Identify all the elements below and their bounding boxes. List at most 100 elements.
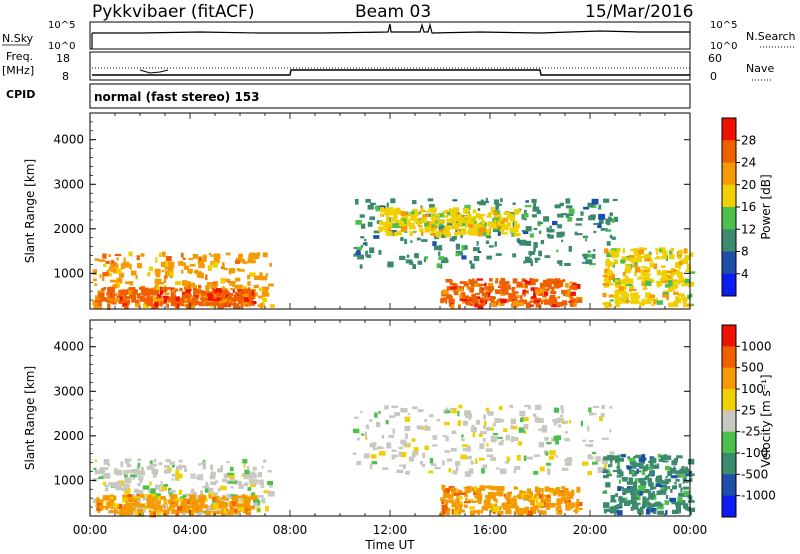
echo-cell <box>600 413 605 418</box>
echo-cell <box>474 215 477 222</box>
echo-cell <box>126 296 133 299</box>
echo-cell <box>588 407 592 413</box>
echo-cell <box>419 228 424 232</box>
colorbar-swatch <box>722 251 736 275</box>
echo-cell <box>533 289 537 296</box>
echo-cell <box>430 207 437 212</box>
echo-cell <box>565 282 569 288</box>
echo-cell <box>641 454 646 459</box>
echo-cell <box>566 457 573 463</box>
echo-cell <box>155 296 159 300</box>
echo-cell <box>424 419 427 422</box>
freq-tick-high: 18 <box>56 52 70 65</box>
echo-cell <box>613 248 621 252</box>
echo-cell <box>470 233 476 236</box>
echo-cell <box>405 470 410 475</box>
echo-cell <box>605 261 612 267</box>
echo-cell <box>650 485 654 490</box>
echo-cell <box>656 300 664 305</box>
echo-cell <box>382 467 389 470</box>
echo-cell <box>129 507 136 511</box>
echo-cell <box>432 435 438 440</box>
echo-cell <box>444 492 449 497</box>
echo-cell <box>509 227 516 233</box>
echo-cell <box>108 292 114 298</box>
echo-cell <box>484 300 487 305</box>
x-tick-label: 00:00 <box>673 523 708 537</box>
echo-cell <box>451 430 457 434</box>
echo-cell <box>479 443 485 450</box>
echo-cell <box>238 269 245 272</box>
echo-cell <box>470 263 475 269</box>
echo-cell <box>222 302 227 308</box>
echo-cell <box>206 288 209 295</box>
echo-cell <box>248 479 254 484</box>
echo-cell <box>487 485 493 490</box>
echo-cell <box>446 458 453 462</box>
echo-cell <box>549 450 556 456</box>
echo-cell <box>161 269 165 273</box>
echo-cell <box>533 298 540 301</box>
echo-cell <box>624 500 631 506</box>
echo-cell <box>664 276 668 280</box>
echo-cell <box>557 213 564 218</box>
echo-cell <box>529 300 535 303</box>
echo-cell <box>135 275 138 280</box>
echo-cell <box>634 502 641 505</box>
echo-cell <box>484 485 490 489</box>
echo-cell <box>469 498 474 501</box>
echo-cell <box>484 282 487 286</box>
echo-cell <box>108 502 111 508</box>
echo-cell <box>651 303 655 307</box>
echo-cell <box>267 480 273 486</box>
echo-cell <box>675 501 681 507</box>
echo-cell <box>267 283 274 287</box>
echo-cell <box>143 290 151 296</box>
echo-cell <box>167 261 175 268</box>
echo-cell <box>149 481 152 486</box>
echo-cell <box>604 302 609 309</box>
echo-cell <box>486 255 492 260</box>
echo-cell <box>518 302 524 307</box>
echo-cell <box>627 256 631 261</box>
echo-cell <box>523 279 528 283</box>
echo-cell <box>619 279 624 286</box>
x-axis-label: Time UT <box>364 538 415 552</box>
echo-cell <box>198 263 205 268</box>
echo-cell <box>632 264 637 268</box>
echo-cell <box>369 247 375 254</box>
echo-cell <box>130 474 137 478</box>
echo-cell <box>480 283 485 287</box>
echo-cell <box>381 209 386 213</box>
echo-cell <box>540 468 545 471</box>
echo-cell <box>489 278 493 282</box>
echo-cell <box>137 263 143 269</box>
echo-cell <box>485 240 490 244</box>
echo-cell <box>412 406 418 410</box>
echo-cell <box>482 464 488 469</box>
echo-cell <box>461 245 465 251</box>
echo-cell <box>169 462 173 465</box>
echo-cell <box>557 490 562 494</box>
echo-cell <box>494 241 497 247</box>
echo-cell <box>212 261 218 268</box>
nave-label: Nave <box>746 62 774 75</box>
echo-cell <box>389 415 396 418</box>
echo-cell <box>454 232 458 237</box>
echo-cell <box>256 479 261 483</box>
echo-cell <box>626 268 633 271</box>
echo-cell <box>109 509 115 513</box>
echo-cell <box>207 294 214 301</box>
echo-cell <box>452 199 458 202</box>
echo-cell <box>617 457 625 462</box>
echo-cell <box>561 213 568 216</box>
echo-cell <box>651 508 657 511</box>
echo-cell <box>136 498 141 504</box>
echo-cell <box>603 474 609 479</box>
echo-cell <box>382 221 390 227</box>
echo-cell <box>249 272 256 277</box>
echo-cell <box>145 493 149 497</box>
echo-cell <box>151 496 156 502</box>
echo-cell <box>684 282 691 286</box>
echo-cell <box>167 267 174 271</box>
